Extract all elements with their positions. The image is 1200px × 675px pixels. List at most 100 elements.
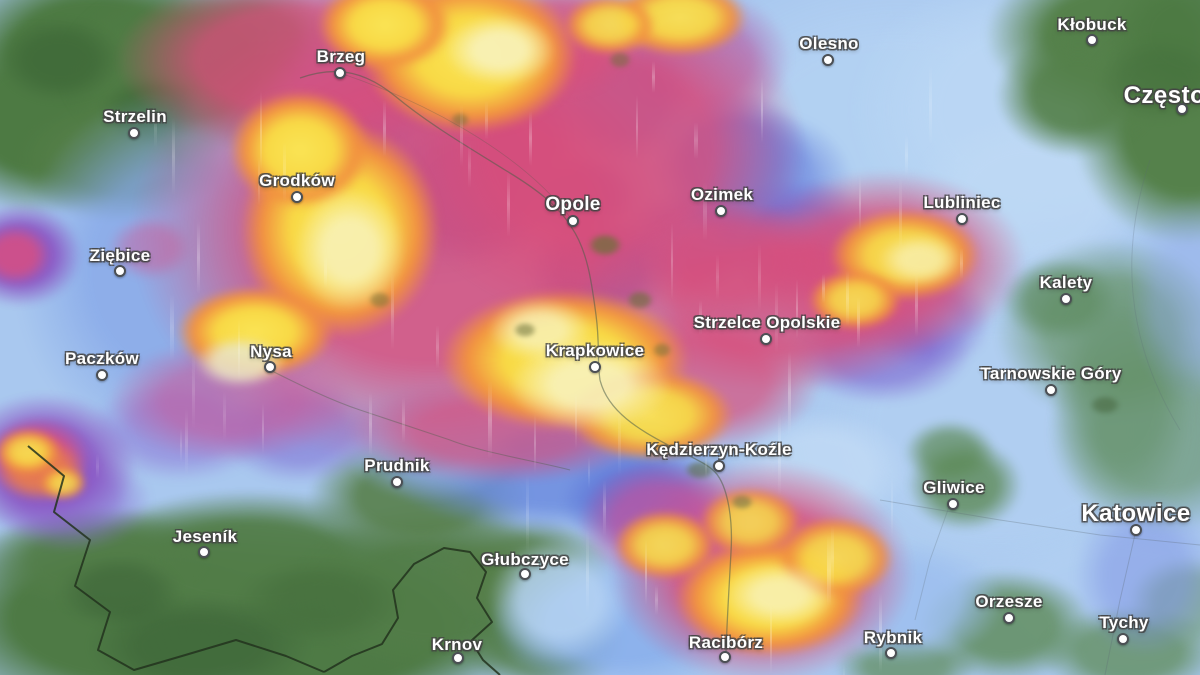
city-dot[interactable] — [822, 54, 834, 66]
rain-streak — [758, 243, 761, 312]
rain-streak — [846, 270, 850, 328]
city-dot[interactable] — [760, 333, 772, 345]
rain-cell — [1089, 395, 1121, 415]
city-dot[interactable] — [719, 651, 731, 663]
city-dot[interactable] — [264, 361, 276, 373]
city-label[interactable]: Kędzierzyn-Koźle — [646, 440, 792, 459]
rain-streak — [588, 455, 591, 490]
city-label[interactable]: Lubliniec — [923, 193, 1001, 212]
rain-streak — [617, 405, 621, 476]
rain-streak — [172, 117, 176, 196]
city-label[interactable]: Częstochowa — [1123, 82, 1200, 109]
city-label[interactable]: Prudnik — [364, 456, 430, 475]
city-label[interactable]: Rybnik — [863, 628, 923, 647]
rain-streak — [788, 350, 791, 436]
city-label[interactable]: Racibórz — [688, 633, 764, 652]
city-dot[interactable] — [1130, 524, 1142, 536]
city-dot[interactable] — [96, 369, 108, 381]
city-label[interactable]: Brzeg — [316, 47, 366, 66]
city-dot[interactable] — [713, 460, 725, 472]
rain-streak — [95, 453, 100, 479]
rain-streak — [698, 299, 702, 335]
rain-streak — [959, 248, 963, 280]
rain-cell — [652, 342, 672, 358]
river-line — [269, 369, 571, 471]
rain-streak — [635, 94, 639, 160]
city-label[interactable]: Grodków — [259, 171, 335, 190]
city-dot[interactable] — [885, 647, 897, 659]
city-dot[interactable] — [114, 265, 126, 277]
rain-streak — [257, 156, 260, 207]
rain-streak — [485, 101, 489, 141]
city-label[interactable]: Krapkowice — [545, 341, 645, 360]
rain-streak — [574, 392, 578, 451]
city-dot[interactable] — [198, 546, 210, 558]
city-dot[interactable] — [391, 476, 403, 488]
city-dot[interactable] — [452, 652, 464, 664]
city-label[interactable]: Ozimek — [690, 185, 754, 204]
rain-streak — [283, 142, 286, 203]
rain-streak — [196, 220, 201, 295]
rain-cell — [1073, 493, 1200, 657]
rain-streak — [652, 61, 656, 94]
city-dot[interactable] — [128, 127, 140, 139]
city-dot[interactable] — [519, 568, 531, 580]
rain-streak — [777, 411, 781, 497]
rain-cell — [603, 503, 727, 587]
rain-streak — [383, 100, 386, 158]
city-label[interactable]: Kłobuck — [1057, 15, 1127, 34]
city-dot[interactable] — [715, 205, 727, 217]
city-dot[interactable] — [1045, 384, 1057, 396]
rain-streak — [435, 324, 439, 370]
rain-cell — [58, 556, 182, 628]
rain-cell — [238, 560, 402, 644]
rain-cell — [684, 460, 716, 480]
city-label[interactable]: Olesno — [799, 34, 859, 53]
rain-cell — [513, 322, 537, 338]
city-dot[interactable] — [1117, 633, 1129, 645]
city-dot[interactable] — [291, 191, 303, 203]
city-label[interactable]: Jeseník — [172, 527, 238, 546]
city-dot[interactable] — [334, 67, 346, 79]
city-dot[interactable] — [1086, 34, 1098, 46]
city-label[interactable]: Tychy — [1099, 613, 1149, 632]
city-label[interactable]: Gliwice — [923, 478, 985, 497]
rain-streak — [891, 476, 893, 538]
rain-streak — [262, 403, 265, 454]
rain-cell — [294, 188, 406, 312]
city-label[interactable]: Opole — [545, 194, 601, 215]
rain-streak — [761, 77, 764, 144]
city-dot[interactable] — [589, 361, 601, 373]
city-label[interactable]: Tarnowskie Góry — [980, 364, 1122, 383]
city-dot[interactable] — [1176, 103, 1188, 115]
rain-streak — [715, 254, 719, 300]
rain-streak — [323, 254, 327, 289]
city-label[interactable]: Paczków — [65, 349, 139, 368]
city-label[interactable]: Nysa — [250, 342, 292, 361]
rain-streak — [858, 175, 862, 231]
road-line — [914, 503, 951, 621]
city-label[interactable]: Krnov — [431, 635, 483, 654]
city-label[interactable]: Katowice — [1081, 500, 1191, 527]
rain-streak — [223, 390, 227, 442]
city-label[interactable]: Orzesze — [975, 592, 1043, 611]
city-label[interactable]: Strzelin — [103, 107, 167, 126]
city-dot[interactable] — [1003, 612, 1015, 624]
city-dot[interactable] — [956, 213, 968, 225]
city-label[interactable]: Ziębice — [89, 246, 151, 265]
city-label[interactable]: Kalety — [1039, 273, 1093, 292]
rain-cell — [724, 563, 836, 627]
river-line — [299, 71, 733, 653]
city-label[interactable]: Strzelce Opolskie — [693, 313, 841, 332]
rain-streak — [602, 480, 607, 536]
rain-cell — [444, 14, 556, 86]
city-dot[interactable] — [947, 498, 959, 510]
city-dot[interactable] — [1060, 293, 1072, 305]
rain-streak — [402, 397, 406, 444]
city-dot[interactable] — [567, 215, 579, 227]
rain-cell — [368, 291, 392, 309]
rain-streak — [528, 110, 532, 166]
city-label[interactable]: Głubczyce — [481, 550, 569, 569]
